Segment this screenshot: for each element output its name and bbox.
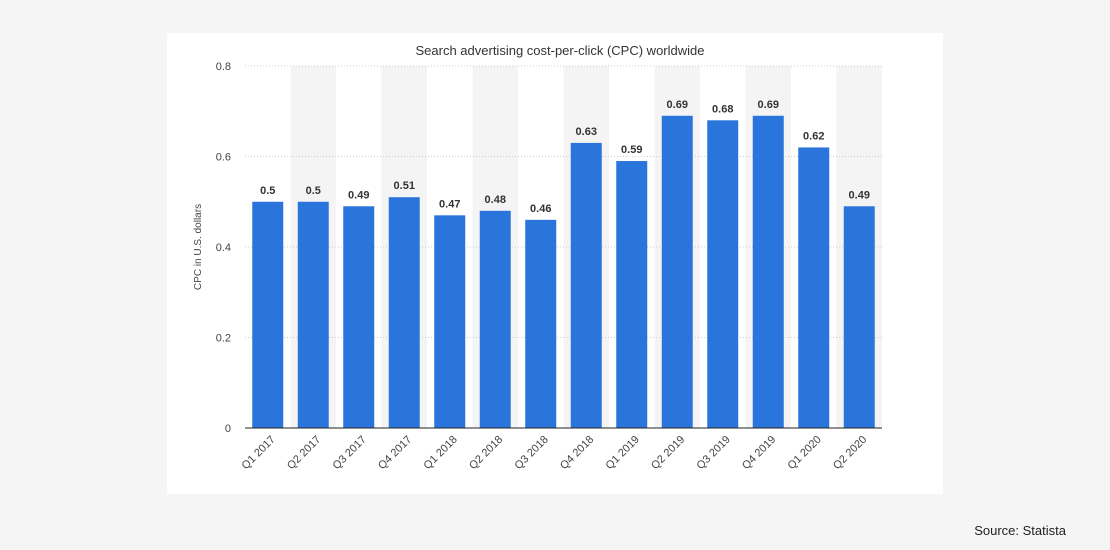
- data-label: 0.68: [712, 103, 733, 115]
- y-tick-label: 0.4: [216, 242, 231, 254]
- data-label: 0.51: [394, 180, 415, 192]
- data-label: 0.69: [667, 99, 688, 111]
- x-tick-label: Q2 2019: [649, 434, 687, 472]
- x-tick-label: Q1 2017: [240, 434, 278, 472]
- data-label: 0.5: [306, 185, 321, 197]
- bars: [252, 115, 875, 429]
- bar: [707, 120, 739, 429]
- x-tick-label: Q4 2017: [376, 434, 414, 472]
- bar: [798, 147, 830, 428]
- x-tick-label: Q2 2018: [467, 434, 505, 472]
- x-tick-label: Q3 2018: [513, 434, 551, 472]
- bar: [570, 142, 602, 429]
- bar: [479, 210, 511, 428]
- chart-card: 0.5 0.5 0.49 0.51 0.47 0.48 0.46 0.63 0.59 0.69 0.…: [167, 33, 943, 494]
- bar: [661, 115, 693, 429]
- x-axis-ticks: Q1 2017 Q2 2017 Q3 2017 Q4 2017 Q1 2018 Q2 20…: [240, 434, 870, 472]
- y-tick-label: 0.2: [216, 333, 231, 345]
- data-labels: 0.5 0.5 0.49 0.51 0.47 0.48 0.46 0.63 0.59 0.69 0.…: [260, 99, 870, 215]
- y-axis-label: CPC in U.S. dollars: [193, 204, 204, 290]
- data-label: 0.63: [576, 126, 597, 138]
- x-tick-label: Q2 2020: [831, 434, 869, 472]
- bar: [343, 206, 375, 428]
- data-label: 0.48: [485, 194, 506, 206]
- x-tick-label: Q1 2020: [786, 434, 824, 472]
- x-tick-label: Q1 2019: [604, 434, 642, 472]
- x-tick-label: Q3 2019: [695, 434, 733, 472]
- x-tick-label: Q3 2017: [331, 434, 369, 472]
- data-label: 0.5: [260, 185, 275, 197]
- bar: [388, 197, 420, 428]
- x-tick-label: Q4 2019: [740, 434, 778, 472]
- y-axis-ticks: 0 0.2 0.4 0.6 0.8: [216, 61, 231, 435]
- x-tick-label: Q4 2018: [558, 434, 596, 472]
- bar: [525, 219, 557, 428]
- data-label: 0.49: [348, 189, 369, 201]
- x-tick-label: Q2 2017: [285, 434, 323, 472]
- bar: [616, 161, 648, 428]
- data-label: 0.59: [621, 144, 642, 156]
- source-note: Source: Statista: [974, 523, 1066, 538]
- chart-title: Search advertising cost-per-click (CPC) …: [416, 43, 705, 58]
- gridlines: [245, 65, 882, 338]
- bar: [297, 201, 329, 428]
- data-label: 0.49: [849, 189, 870, 201]
- data-label: 0.69: [758, 99, 779, 111]
- bar-chart: 0.5 0.5 0.49 0.51 0.47 0.48 0.46 0.63 0.59 0.69 0.…: [193, 43, 882, 472]
- bar: [252, 201, 284, 428]
- bar: [843, 206, 875, 428]
- data-label: 0.62: [803, 130, 824, 142]
- x-tick-label: Q1 2018: [422, 434, 460, 472]
- data-label: 0.46: [530, 203, 551, 215]
- bar: [434, 215, 466, 428]
- y-tick-label: 0.8: [216, 61, 231, 73]
- y-tick-label: 0.6: [216, 152, 231, 164]
- data-label: 0.47: [439, 198, 460, 210]
- y-tick-label: 0: [225, 423, 231, 435]
- bar: [752, 115, 784, 429]
